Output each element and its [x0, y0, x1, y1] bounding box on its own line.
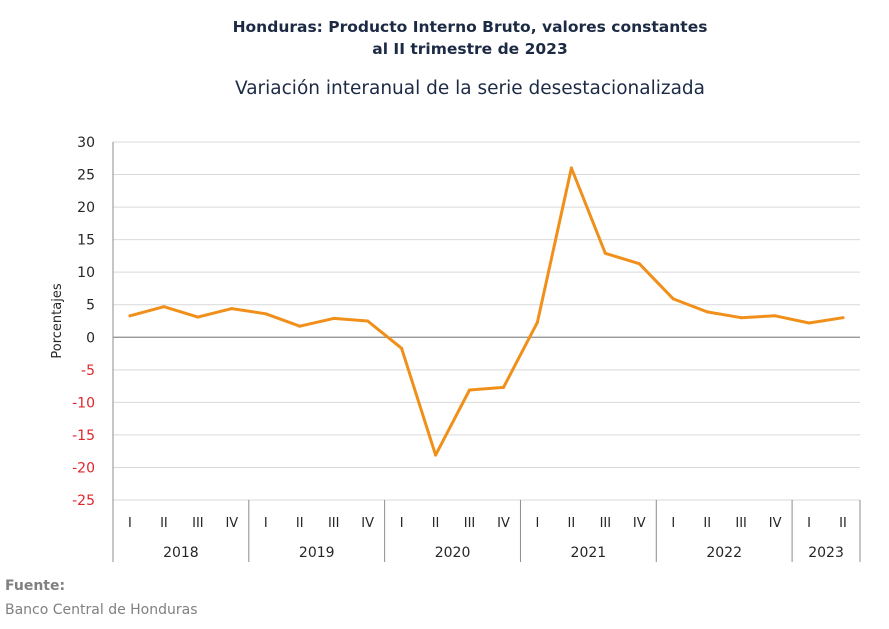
- x-tick-label: II: [432, 516, 440, 531]
- y-tick-label: -20: [72, 460, 95, 476]
- data-point: [366, 319, 370, 323]
- x-year-label: 2019: [299, 545, 335, 561]
- series-line: [128, 166, 845, 457]
- y-tick-label: 25: [77, 168, 95, 184]
- y-tick-label: -10: [72, 395, 95, 411]
- x-year-label: 2022: [706, 545, 742, 561]
- x-tick-label: I: [128, 516, 132, 531]
- source-label: Fuente:: [5, 578, 66, 594]
- y-tick-label: -15: [72, 428, 95, 444]
- data-point: [230, 307, 234, 311]
- y-axis-label: Porcentajes: [50, 283, 65, 358]
- data-point: [671, 297, 675, 301]
- x-tick-label: IV: [361, 516, 374, 531]
- data-point: [162, 305, 166, 309]
- y-tick-label: 15: [77, 233, 95, 249]
- x-tick-label: III: [600, 516, 612, 531]
- x-year-label: 2021: [571, 545, 607, 561]
- data-point: [128, 314, 132, 318]
- x-tick-label: II: [568, 516, 576, 531]
- x-tick-label: I: [807, 516, 811, 531]
- x-tick-label: III: [192, 516, 204, 531]
- x-tick-label: II: [160, 516, 168, 531]
- data-point: [196, 315, 200, 319]
- data-point: [535, 320, 539, 324]
- data-point: [705, 310, 709, 314]
- data-point: [501, 385, 505, 389]
- y-tick-label: 0: [86, 330, 95, 346]
- x-tick-label: IV: [497, 516, 510, 531]
- x-tick-label: I: [671, 516, 675, 531]
- data-point: [739, 316, 743, 320]
- y-tick-label: 5: [86, 298, 95, 314]
- chart-subtitle: Variación interanual de la serie desesta…: [235, 78, 705, 99]
- x-tick-label: III: [464, 516, 476, 531]
- x-year-label: 2023: [808, 545, 844, 561]
- data-point: [264, 312, 268, 316]
- y-tick-label: -25: [72, 493, 95, 509]
- data-point: [773, 314, 777, 318]
- y-tick-label: 10: [77, 265, 95, 281]
- x-tick-label: IV: [769, 516, 782, 531]
- data-point: [298, 324, 302, 328]
- x-tick-label: IV: [225, 516, 238, 531]
- source-text: Banco Central de Honduras: [5, 602, 198, 618]
- data-point: [332, 316, 336, 320]
- x-year-label: 2018: [163, 545, 199, 561]
- y-tick-label: 20: [77, 200, 95, 216]
- data-point: [637, 262, 641, 266]
- x-tick-label: III: [328, 516, 340, 531]
- data-point: [468, 388, 472, 392]
- x-tick-label: III: [735, 516, 747, 531]
- chart-title-line2: al II trimestre de 2023: [372, 40, 568, 58]
- x-tick-label: I: [400, 516, 404, 531]
- chart-title: Honduras: Producto Interno Bruto, valore…: [0, 16, 889, 60]
- x-tick-label: I: [536, 516, 540, 531]
- data-point: [807, 321, 811, 325]
- chart-title-line1: Honduras: Producto Interno Bruto, valore…: [232, 18, 708, 36]
- x-tick-label: IV: [633, 516, 646, 531]
- data-point: [400, 346, 404, 350]
- y-tick-label: 30: [77, 135, 95, 151]
- x-tick-label: II: [296, 516, 304, 531]
- data-point: [603, 251, 607, 255]
- data-point: [841, 316, 845, 320]
- data-point: [434, 453, 438, 457]
- data-point: [569, 166, 573, 170]
- x-year-label: 2020: [435, 545, 471, 561]
- y-tick-label: -5: [81, 363, 95, 379]
- x-tick-label: II: [839, 516, 847, 531]
- x-tick-label: I: [264, 516, 268, 531]
- x-tick-label: II: [703, 516, 711, 531]
